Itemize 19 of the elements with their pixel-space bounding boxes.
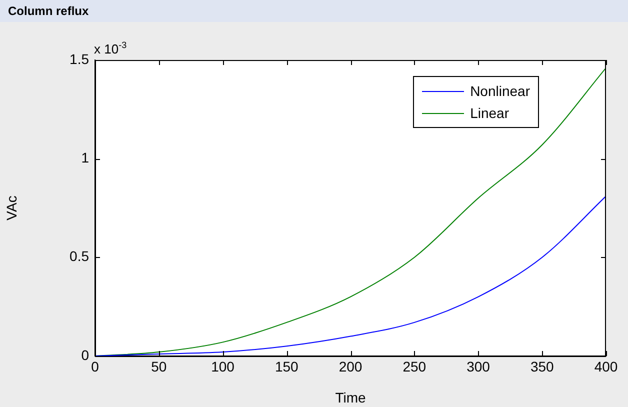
x-tick-label: 150 — [274, 358, 299, 374]
legend-label: Linear — [470, 105, 509, 121]
x-tick-label: 0 — [91, 358, 100, 374]
x-tick-label: 250 — [402, 358, 426, 374]
x-tick-label: 200 — [338, 358, 362, 374]
y-tick-label: 0.5 — [70, 248, 90, 264]
y-tick-label: 1 — [81, 150, 90, 166]
chart-title: Column reflux — [8, 4, 89, 18]
legend-label: Nonlinear — [470, 83, 530, 99]
text: x 10$^{-3}$ — [94, 40, 127, 56]
x-tick-label: 50 — [151, 358, 167, 374]
x-tick-label: 400 — [594, 358, 618, 374]
x-tick-label: 100 — [211, 358, 235, 374]
y-axis-title: VAc — [3, 196, 20, 220]
y-tick-label: 0 — [81, 346, 90, 363]
x-tick-label: 350 — [530, 358, 554, 374]
y-tick-label: 1.5 — [70, 50, 90, 67]
x-tick-label: 300 — [466, 358, 490, 374]
x-axis-title: Time — [335, 389, 366, 406]
